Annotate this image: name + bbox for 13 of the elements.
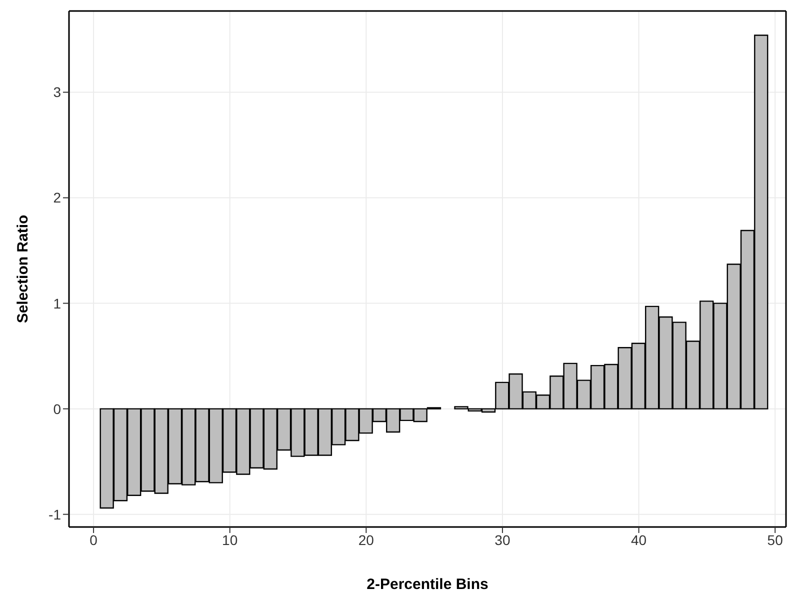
y-tick-label: -1 (48, 506, 62, 522)
x-tick-label: 40 (630, 532, 647, 548)
y-tick-label: 3 (53, 84, 62, 100)
x-tick-label: 50 (767, 532, 784, 548)
x-tick-label: 20 (358, 532, 374, 548)
y-tick-label: 1 (53, 295, 62, 312)
x-tick-label: 30 (494, 532, 510, 548)
x-tick-label: 10 (222, 532, 238, 548)
x-tick-label: 0 (90, 532, 98, 548)
x-axis-title: 2-Percentile Bins (366, 576, 488, 593)
y-tick-label: 0 (53, 400, 62, 417)
y-tick-label: 2 (53, 190, 62, 206)
y-axis-title: Selection Ratio (14, 214, 32, 324)
